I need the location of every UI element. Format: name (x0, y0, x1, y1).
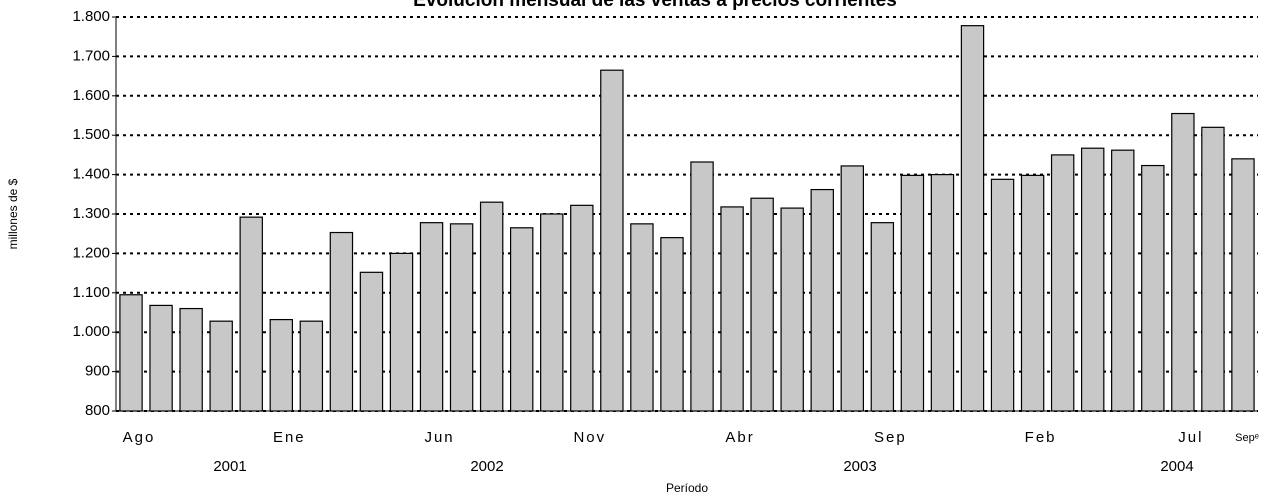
bar (990, 178, 1015, 412)
bar (1201, 126, 1225, 412)
bar (149, 304, 173, 412)
y-tick-label: 1.000 (72, 323, 110, 340)
bar (389, 252, 414, 412)
bar (660, 237, 684, 412)
bar (329, 231, 354, 412)
bar (630, 223, 654, 412)
x-tick-label: Ene (273, 429, 306, 446)
y-tick-label: 1.600 (72, 87, 110, 104)
x-tick-label: Jun (424, 429, 454, 446)
year-label: 2002 (470, 458, 503, 475)
bar (900, 174, 925, 412)
bar (780, 207, 804, 412)
y-tick-label: 900 (85, 363, 110, 380)
y-axis-label: millones de $ (6, 178, 20, 249)
x-tick-label: Nov (573, 429, 606, 446)
x-tick-label: Jul (1178, 429, 1203, 446)
bar (209, 320, 233, 412)
bar (179, 307, 203, 412)
y-tick-label: 1.100 (72, 284, 110, 301)
bar (1231, 158, 1255, 412)
bar (810, 188, 834, 412)
bar (119, 294, 143, 412)
bar (1080, 147, 1105, 412)
bar (570, 204, 594, 412)
year-label: 2003 (843, 458, 876, 475)
y-tick-label: 1.800 (72, 8, 110, 25)
y-tick-label: 800 (85, 402, 110, 419)
y-tick-label: 1.200 (72, 244, 110, 261)
bar (239, 216, 263, 412)
x-tick-label: Feb (1025, 429, 1057, 446)
bar (1050, 154, 1075, 412)
bar (840, 165, 865, 412)
x-tick-label: Abr (725, 429, 754, 446)
bar (690, 161, 714, 412)
bar (299, 320, 324, 412)
bar (449, 223, 474, 412)
y-tick-label: 1.300 (72, 205, 110, 222)
bar (359, 271, 384, 412)
bar (720, 206, 744, 412)
bar (1141, 164, 1165, 412)
y-tick-label: 1.700 (72, 47, 110, 64)
x-tick-label: Sep (874, 429, 907, 446)
bar (269, 318, 294, 412)
bar (1171, 112, 1195, 412)
x-axis-label: Período (666, 481, 708, 495)
bar (870, 222, 895, 412)
y-tick-label: 1.400 (72, 166, 110, 183)
bar (509, 227, 534, 412)
bar (540, 213, 564, 412)
bar (600, 69, 624, 412)
bar (479, 201, 504, 412)
year-label: 2001 (213, 458, 246, 475)
bar (960, 25, 985, 412)
x-tick-label: Ago (123, 429, 156, 446)
bar (1020, 174, 1045, 412)
bar (419, 222, 444, 412)
bar (930, 174, 955, 412)
chart-title: Evolución mensual de las ventas a precio… (413, 0, 897, 11)
year-label: 2004 (1160, 458, 1193, 475)
x-tick-label: Sepᵉ (1235, 432, 1259, 444)
y-tick-label: 1.500 (72, 126, 110, 143)
bar (750, 197, 774, 412)
bar (1111, 149, 1135, 412)
